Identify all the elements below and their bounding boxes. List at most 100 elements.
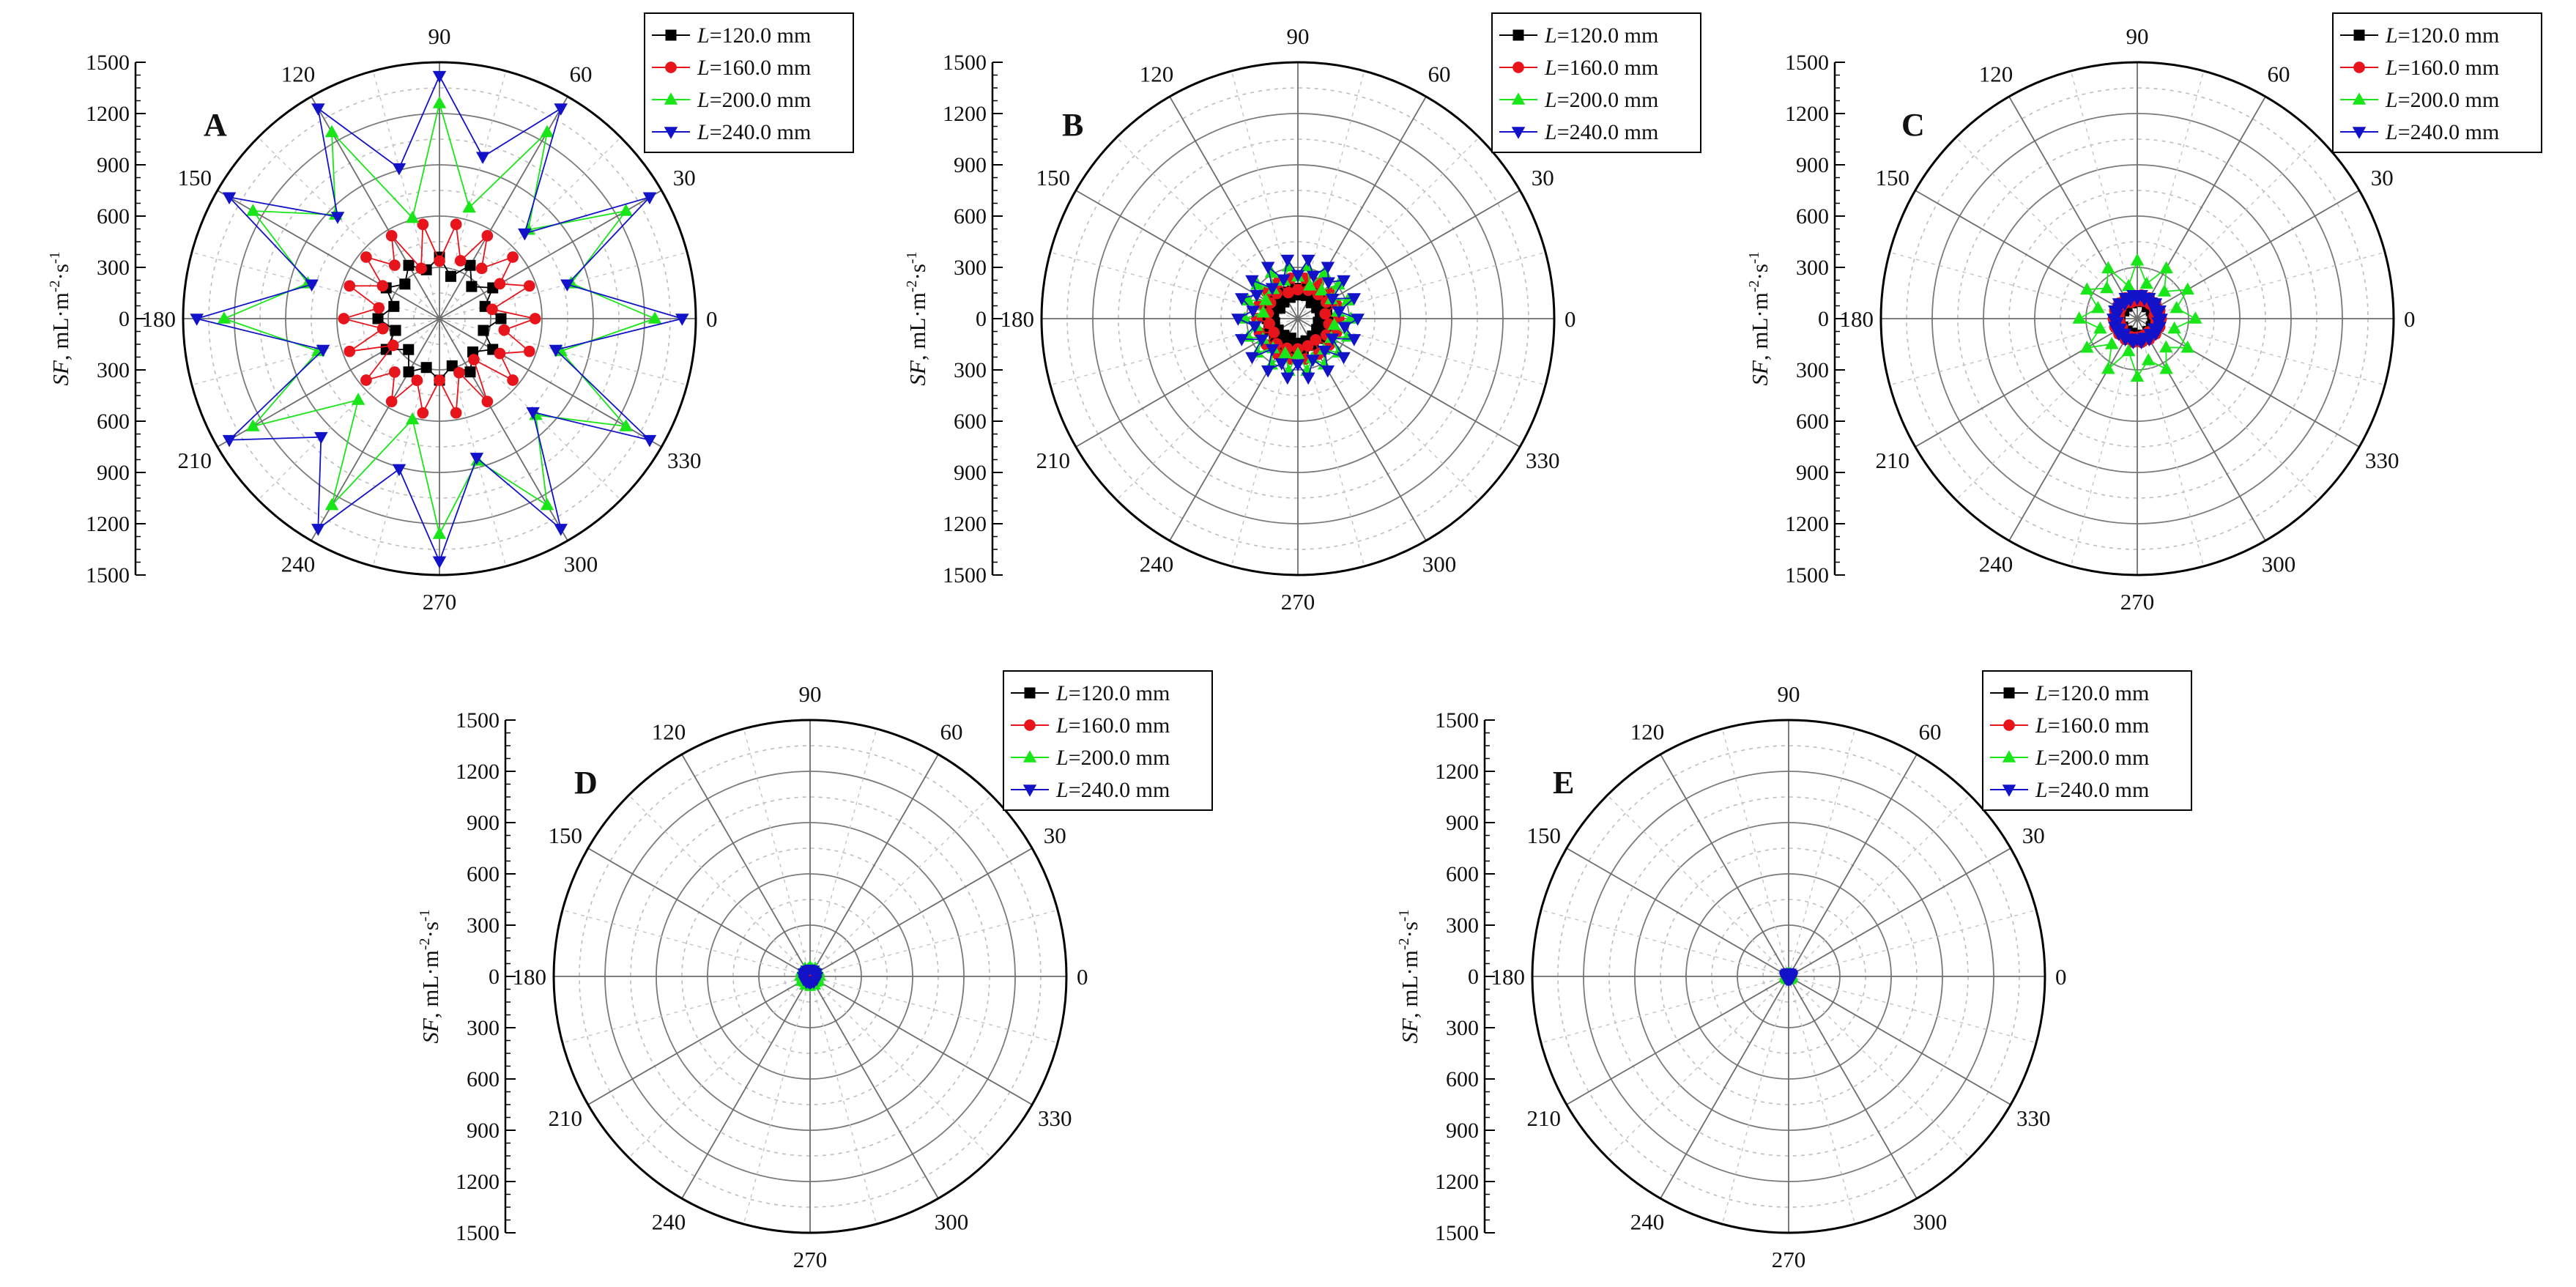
marker-triangle-up — [432, 527, 447, 539]
angle-label-330: 330 — [2365, 448, 2399, 473]
marker-circle — [415, 262, 427, 275]
radial-tick-label: 300 — [97, 256, 130, 280]
marker-circle — [453, 366, 465, 379]
marker-triangle-up — [2121, 344, 2136, 357]
angle-label-150: 150 — [177, 165, 212, 190]
radial-axis-title: SF, mL·m-2·s-1 — [1746, 251, 1773, 385]
legend-marker — [2003, 719, 2015, 731]
legend-value: =200.0 mm — [1557, 88, 1659, 112]
marker-triangle-down — [1321, 277, 1335, 290]
radial-axis-title: SF, mL·m-2·s-1 — [417, 909, 443, 1043]
legend-box — [1982, 670, 2192, 811]
angle-label-210: 210 — [1036, 448, 1070, 473]
marker-circle — [507, 374, 519, 386]
marker-circle — [450, 218, 462, 231]
polar-spoke — [1915, 318, 2138, 448]
legend-value: =240.0 mm — [1557, 120, 1659, 144]
angle-label-0: 0 — [1564, 306, 1576, 332]
radial-tick-label: 1500 — [1435, 1221, 1479, 1245]
legend-box — [1003, 670, 1213, 811]
polar-minor-spoke — [1540, 909, 1789, 977]
polar-spoke — [1788, 976, 1918, 1199]
legend-marker — [2352, 92, 2367, 105]
radial-tick-label: 900 — [1446, 1119, 1479, 1143]
polar-spoke — [1660, 754, 1789, 977]
marker-circle — [376, 280, 389, 292]
radial-tick-label: 600 — [1796, 409, 1829, 434]
angle-label-180: 180 — [1491, 964, 1526, 990]
marker-triangle-down — [1280, 372, 1295, 385]
radial-tick-label: 0 — [489, 965, 500, 989]
radial-tick-label: 1200 — [1435, 760, 1479, 784]
polar-minor-spoke — [562, 976, 811, 1044]
polar-minor-spoke — [2070, 318, 2138, 567]
marker-circle — [507, 251, 519, 263]
legend-label: L=120.0 mm — [1544, 23, 1658, 48]
marker-circle — [494, 278, 506, 290]
axis-title-var: SF — [1397, 1017, 1422, 1044]
marker-triangle-up — [405, 412, 420, 425]
legend-var: L — [1055, 746, 1069, 770]
legend-marker — [1511, 92, 1526, 105]
marker-circle — [1319, 308, 1332, 320]
radial-tick-label: 900 — [97, 461, 130, 485]
angle-label-30: 30 — [2022, 823, 2045, 848]
legend-label: L=240.0 mm — [1544, 120, 1658, 144]
angle-label-120: 120 — [1979, 62, 2013, 87]
axis-title-exp1: -2 — [1396, 938, 1412, 950]
marker-triangle-up — [2141, 353, 2156, 366]
polar-minor-spoke — [743, 976, 811, 1225]
legend-value: =200.0 mm — [2398, 88, 2500, 112]
legend-marker — [2353, 62, 2365, 73]
angle-label-90: 90 — [1287, 23, 1310, 49]
panel-A: 0 30 60 90 120 150 180 210 240 270 300 330 1500 1200 9… — [47, 12, 854, 615]
marker-triangle-up — [619, 204, 633, 216]
legend-marker — [1512, 62, 1524, 73]
radial-tick-label: 300 — [954, 256, 987, 280]
legend-value: =120.0 mm — [2048, 681, 2150, 705]
radial-tick-label: 1200 — [1785, 102, 1829, 126]
angle-label-120: 120 — [281, 62, 316, 87]
legend-label: L=120.0 mm — [2385, 23, 2499, 48]
legend-label: L=200.0 mm — [697, 88, 811, 112]
legend-box — [2332, 12, 2542, 153]
marker-square — [464, 366, 476, 378]
marker-triangle-down — [642, 434, 657, 448]
angle-label-210: 210 — [1875, 448, 1909, 473]
legend-value: =120.0 mm — [2398, 23, 2500, 48]
radial-tick-label: 1500 — [943, 563, 987, 587]
marker-circle — [411, 374, 423, 387]
radial-tick-label: 900 — [1796, 153, 1829, 177]
panel-letter-E: E — [1553, 765, 1574, 801]
radial-tick-label: 600 — [467, 862, 500, 886]
angle-label-60: 60 — [2268, 62, 2290, 87]
legend-value: =240.0 mm — [1069, 778, 1170, 802]
marker-triangle-down — [314, 431, 328, 445]
radial-tick-label: 900 — [97, 153, 130, 177]
angle-label-90: 90 — [2126, 23, 2149, 49]
marker-square — [420, 362, 432, 374]
marker-triangle-down — [1250, 289, 1264, 303]
marker-triangle-down — [392, 163, 407, 176]
marker-triangle-up — [217, 311, 231, 324]
legend-label: L=120.0 mm — [1055, 681, 1170, 705]
marker-triangle-up — [2104, 336, 2119, 349]
marker-triangle-down — [1274, 358, 1289, 371]
angle-label-210: 210 — [1526, 1105, 1561, 1131]
axis-title-var: SF — [417, 1017, 443, 1044]
legend-value: =120.0 mm — [1069, 681, 1170, 705]
axis-title-unit: , mL·m — [905, 292, 930, 360]
marker-triangle-down — [1325, 333, 1340, 346]
legend-var: L — [2385, 56, 2398, 80]
marker-triangle-down — [1265, 283, 1280, 296]
marker-triangle-down — [1235, 293, 1249, 305]
axis-title-exp2: -1 — [1746, 251, 1762, 264]
radial-tick-label: 1200 — [943, 512, 987, 536]
legend-label: L=160.0 mm — [697, 56, 811, 80]
legend-label: L=120.0 mm — [697, 23, 811, 48]
legend-marker — [2002, 785, 2016, 797]
marker-triangle-up — [2101, 361, 2115, 374]
polar-spoke — [1660, 976, 1789, 1199]
panel-D: 0 30 60 90 120 150 180 210 240 270 300 330 1500 1200 9… — [417, 670, 1213, 1272]
angle-label-270: 270 — [2120, 589, 2155, 615]
